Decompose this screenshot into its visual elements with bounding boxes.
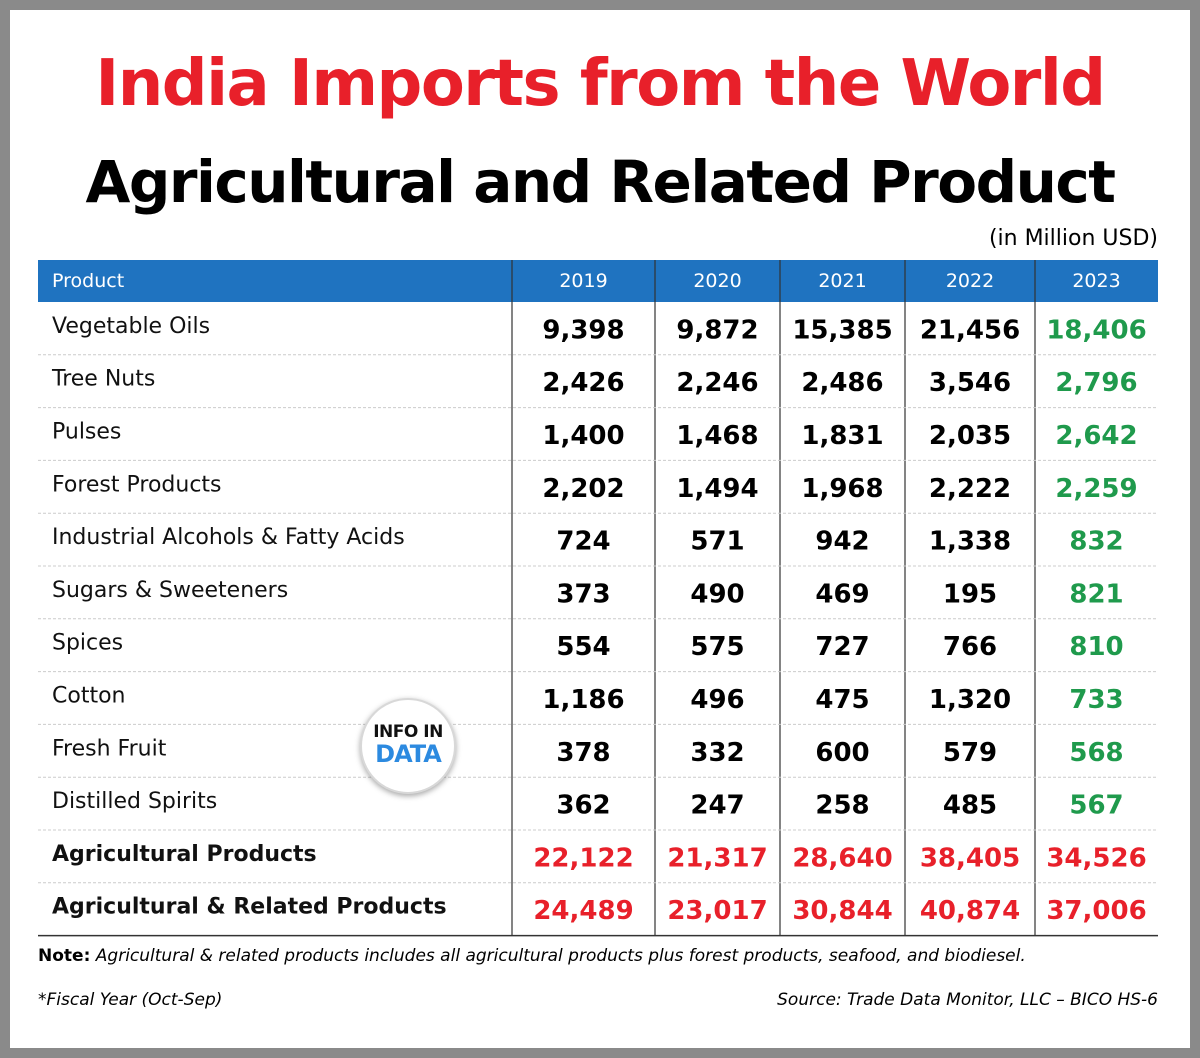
- product-label: Pulses: [52, 420, 121, 445]
- value-cell: 942: [815, 527, 869, 557]
- value-cell: 821: [1069, 579, 1123, 609]
- value-cell: 1,468: [676, 421, 758, 451]
- page-subtitle: Agricultural and Related Product: [85, 148, 1116, 216]
- imports-table: Product 2019 2020 2021 2022 2023 Vegetable Oil…: [38, 260, 1158, 937]
- value-cell: 9,872: [676, 315, 758, 345]
- value-cell: 2,426: [542, 368, 624, 398]
- total-row-label: Agricultural & Related Products: [52, 895, 447, 920]
- value-cell: 727: [815, 632, 869, 662]
- header-year-2021: 2021: [818, 270, 866, 292]
- value-cell: 733: [1069, 685, 1123, 715]
- total-value-cell: 28,640: [792, 843, 892, 873]
- value-cell: 485: [943, 791, 997, 821]
- product-label: Vegetable Oils: [52, 314, 210, 339]
- value-cell: 332: [690, 738, 744, 768]
- value-cell: 9,398: [542, 315, 624, 345]
- value-cell: 2,486: [801, 368, 883, 398]
- total-value-cell: 40,874: [920, 896, 1020, 926]
- info-in-data-logo: INFO IN DATA: [360, 698, 456, 794]
- header-year-2020: 2020: [693, 270, 741, 292]
- value-cell: 195: [943, 579, 997, 609]
- value-cell: 15,385: [792, 315, 892, 345]
- value-cell: 2,246: [676, 368, 758, 398]
- note-label: Note:: [38, 946, 91, 966]
- value-cell: 1,186: [542, 685, 624, 715]
- logo-text-top: INFO IN: [373, 722, 443, 742]
- value-cell: 1,968: [801, 474, 883, 504]
- total-value-cell: 34,526: [1046, 843, 1146, 873]
- value-cell: 475: [815, 685, 869, 715]
- infographic-card: India Imports from the World Agricultura…: [10, 10, 1190, 1048]
- value-cell: 18,406: [1046, 315, 1146, 345]
- value-cell: 247: [690, 791, 744, 821]
- value-cell: 575: [690, 632, 744, 662]
- value-cell: 362: [556, 791, 610, 821]
- value-cell: 567: [1069, 791, 1123, 821]
- header-year-2022: 2022: [946, 270, 994, 292]
- value-cell: 1,320: [929, 685, 1011, 715]
- value-cell: 2,222: [929, 474, 1011, 504]
- total-value-cell: 23,017: [667, 896, 767, 926]
- value-cell: 490: [690, 579, 744, 609]
- total-row-label: Agricultural Products: [52, 842, 317, 867]
- value-cell: 571: [690, 527, 744, 557]
- page-title: India Imports from the World: [95, 47, 1106, 121]
- value-cell: 832: [1069, 527, 1123, 557]
- value-cell: 554: [556, 632, 610, 662]
- total-value-cell: 21,317: [667, 843, 767, 873]
- value-cell: 579: [943, 738, 997, 768]
- value-cell: 3,546: [929, 368, 1011, 398]
- value-cell: 724: [556, 527, 610, 557]
- total-value-cell: 37,006: [1046, 896, 1146, 926]
- value-cell: 2,259: [1055, 474, 1137, 504]
- value-cell: 568: [1069, 738, 1123, 768]
- units-label: (in Million USD): [988, 226, 1158, 251]
- product-label: Spices: [52, 631, 123, 656]
- value-cell: 258: [815, 791, 869, 821]
- value-cell: 1,494: [676, 474, 758, 504]
- value-cell: 2,796: [1055, 368, 1137, 398]
- total-value-cell: 30,844: [792, 896, 892, 926]
- value-cell: 2,035: [929, 421, 1011, 451]
- product-label: Distilled Spirits: [52, 789, 217, 814]
- value-cell: 810: [1069, 632, 1123, 662]
- value-cell: 378: [556, 738, 610, 768]
- product-label: Industrial Alcohols & Fatty Acids: [52, 525, 405, 550]
- value-cell: 600: [815, 738, 869, 768]
- value-cell: 766: [943, 632, 997, 662]
- value-cell: 2,202: [542, 474, 624, 504]
- total-value-cell: 24,489: [533, 896, 633, 926]
- value-cell: 1,831: [801, 421, 883, 451]
- total-value-cell: 38,405: [920, 843, 1020, 873]
- header-product: Product: [52, 270, 124, 292]
- value-cell: 496: [690, 685, 744, 715]
- logo-text-bottom: DATA: [375, 740, 442, 768]
- header-year-2019: 2019: [559, 270, 607, 292]
- source-credit: Source: Trade Data Monitor, LLC – BICO H…: [777, 990, 1158, 1010]
- value-cell: 373: [556, 579, 610, 609]
- footnote: Note: Agricultural & related products in…: [38, 944, 1168, 968]
- fiscal-year-note: *Fiscal Year (Oct-Sep): [38, 990, 223, 1010]
- value-cell: 1,400: [542, 421, 624, 451]
- value-cell: 21,456: [920, 315, 1020, 345]
- header-row: [38, 260, 1158, 302]
- product-label: Forest Products: [52, 472, 222, 497]
- value-cell: 469: [815, 579, 869, 609]
- product-label: Fresh Fruit: [52, 736, 167, 761]
- value-cell: 2,642: [1055, 421, 1137, 451]
- product-label: Tree Nuts: [51, 367, 155, 392]
- value-cell: 1,338: [929, 527, 1011, 557]
- note-text: Agricultural & related products includes…: [95, 946, 1026, 966]
- product-label: Sugars & Sweeteners: [52, 578, 288, 603]
- total-value-cell: 22,122: [533, 843, 633, 873]
- product-label: Cotton: [52, 684, 125, 709]
- header-year-2023: 2023: [1072, 270, 1120, 292]
